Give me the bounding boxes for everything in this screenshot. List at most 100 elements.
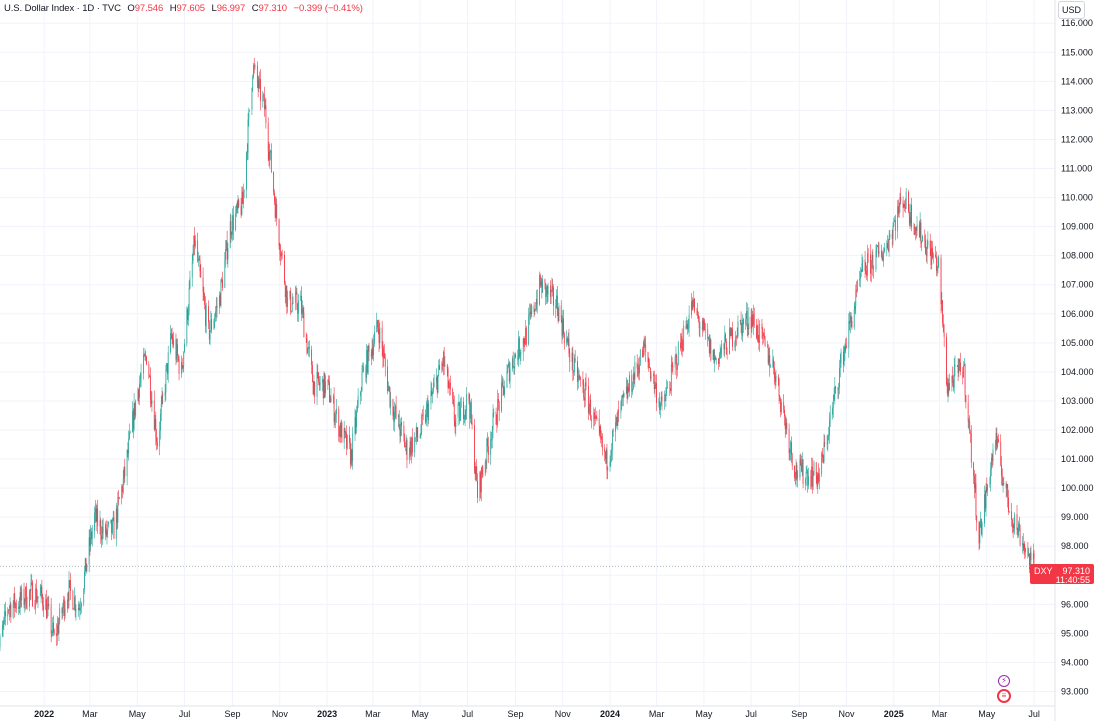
candle xyxy=(303,307,305,338)
candle-body xyxy=(328,379,330,382)
candle xyxy=(692,299,694,310)
candle xyxy=(474,461,476,481)
candle-body xyxy=(471,422,473,426)
candle-body xyxy=(724,334,726,350)
candle-body xyxy=(1019,529,1021,546)
candle xyxy=(598,409,600,436)
candle xyxy=(243,183,244,209)
candle-body xyxy=(623,393,625,397)
candle xyxy=(861,253,863,273)
candle-body xyxy=(681,336,683,349)
candle-body xyxy=(454,420,456,428)
candle-body xyxy=(307,348,309,354)
us-flag-icon[interactable]: ≡ xyxy=(997,689,1011,703)
candle xyxy=(220,278,222,309)
candle xyxy=(90,525,92,552)
candle-body xyxy=(56,633,57,636)
candle-body xyxy=(457,404,459,418)
candle xyxy=(877,245,878,248)
candle-body xyxy=(628,387,630,392)
candle-body xyxy=(786,422,788,430)
y-tick-label: 104.000 xyxy=(1061,367,1094,377)
candle-body xyxy=(383,353,385,359)
candle-body xyxy=(794,477,796,479)
currency-button[interactable]: USD xyxy=(1058,1,1085,19)
candle-body xyxy=(75,608,77,611)
y-tick-label: 105.000 xyxy=(1061,338,1094,348)
candle xyxy=(712,349,714,360)
candle-body xyxy=(438,365,440,375)
y-tick-label: 96.000 xyxy=(1061,599,1089,609)
candle-body xyxy=(115,508,117,539)
candle-body xyxy=(914,226,916,235)
candle xyxy=(649,358,650,369)
candle xyxy=(218,291,220,315)
candle-body xyxy=(414,437,416,453)
candle-body xyxy=(758,339,760,343)
candle xyxy=(264,99,266,110)
candle xyxy=(590,393,592,421)
candle-body xyxy=(508,363,509,367)
candle-body xyxy=(665,393,667,401)
candle xyxy=(45,594,47,611)
candle-body xyxy=(443,352,445,366)
candle xyxy=(894,214,896,241)
candle-body xyxy=(533,305,535,312)
candle xyxy=(978,520,980,551)
candle-body xyxy=(975,483,977,517)
candle xyxy=(658,397,660,408)
candle-body xyxy=(654,384,656,389)
candle xyxy=(555,299,557,319)
candle xyxy=(628,383,630,393)
candle xyxy=(202,267,204,302)
candle-body xyxy=(667,387,668,389)
candle-body xyxy=(606,450,608,471)
candle xyxy=(773,361,775,385)
candle-body xyxy=(339,426,341,437)
candle xyxy=(149,367,151,408)
candle xyxy=(753,307,755,329)
candle-body xyxy=(432,391,433,395)
candle xyxy=(529,303,530,326)
candle xyxy=(273,171,275,196)
candle xyxy=(339,422,341,443)
candle-body xyxy=(546,286,547,297)
candle xyxy=(194,234,196,249)
candle xyxy=(367,344,369,375)
lightning-icon[interactable]: ⚡ xyxy=(998,675,1010,687)
candle xyxy=(156,428,157,451)
candle xyxy=(18,601,20,616)
candle-body xyxy=(958,359,960,374)
candle xyxy=(115,502,117,547)
candle-body xyxy=(801,462,802,472)
candle-body xyxy=(79,609,81,611)
candle xyxy=(170,325,171,355)
candle xyxy=(812,470,814,491)
candle-body xyxy=(866,270,868,276)
candle xyxy=(758,334,760,351)
candle xyxy=(311,345,313,375)
symbol-header[interactable]: U.S. Dollar Index · 1D · TVC O97.546 H97… xyxy=(4,3,363,14)
candle-body xyxy=(1006,483,1008,489)
candle xyxy=(633,372,635,385)
candle-body xyxy=(936,266,938,272)
candle xyxy=(726,347,728,360)
candle xyxy=(788,423,790,461)
candle-body xyxy=(779,396,781,401)
candle xyxy=(191,253,193,287)
candle-body xyxy=(336,408,337,415)
candle-body xyxy=(503,386,505,395)
candle-body xyxy=(991,457,993,462)
candle xyxy=(643,335,645,356)
candle xyxy=(623,392,625,398)
candle-body xyxy=(437,374,439,393)
candle-body xyxy=(670,387,671,392)
x-tick-label: 2025 xyxy=(884,709,904,719)
candle-body xyxy=(291,310,292,312)
candle xyxy=(319,375,321,391)
candle xyxy=(719,344,721,359)
candle xyxy=(870,259,872,283)
candle xyxy=(517,349,519,366)
candle xyxy=(930,240,932,270)
